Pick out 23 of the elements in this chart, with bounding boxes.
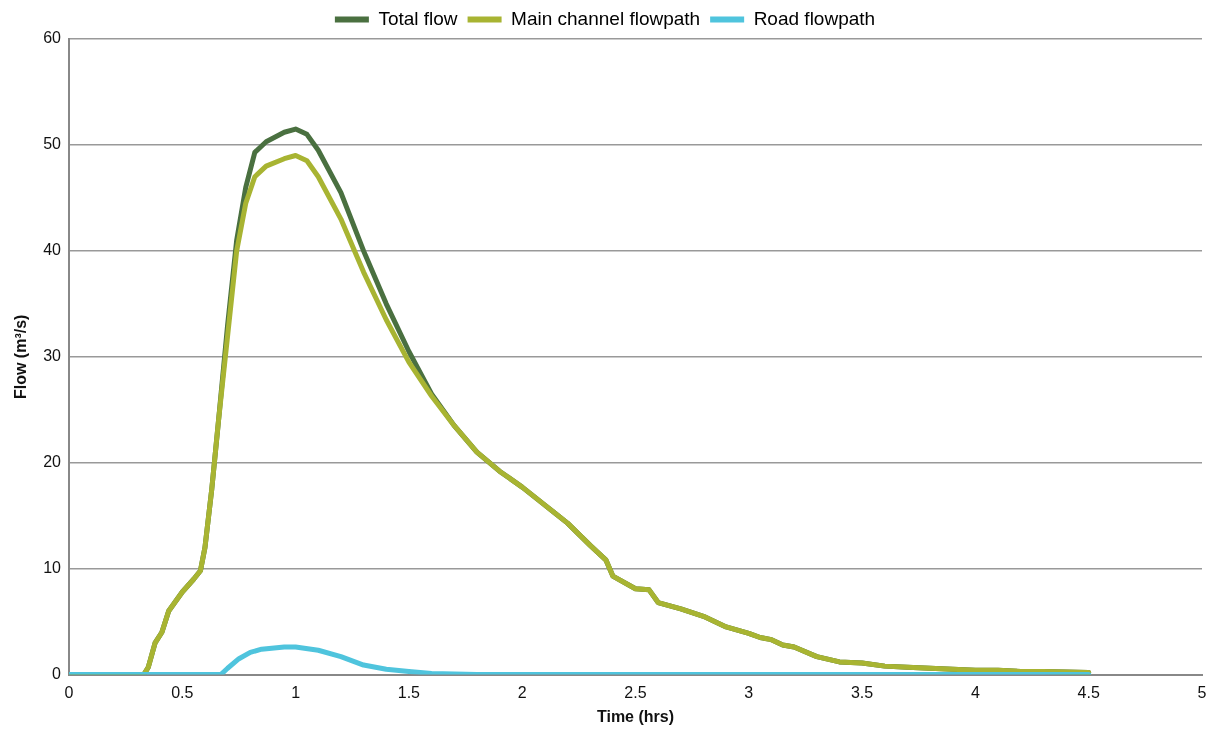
y-tick-label: 30 [43,347,62,365]
x-tick-label: 2 [517,683,527,701]
x-tick-label: 0 [64,683,74,701]
y-tick-label: 20 [43,453,62,471]
x-tick-label: 3.5 [850,683,874,701]
y-tick-label: 60 [43,29,62,47]
y-tick-label: 0 [52,665,62,683]
y-tick-label: 10 [43,559,62,577]
x-tick-label: 1 [291,683,301,701]
x-axis-title: Time (hrs) [596,707,675,725]
y-tick-label: 50 [43,135,62,153]
legend-label: Total flow [378,7,458,29]
x-tick-label: 3 [744,683,754,701]
x-tick-label: 1.5 [397,683,421,701]
y-axis-title: Flow (m³/s) [12,314,30,400]
x-tick-label: 4.5 [1077,683,1100,701]
legend-label: Main channel flowpath [511,7,701,29]
y-tick-label: 40 [43,241,62,259]
x-tick-label: 4 [970,683,980,701]
x-tick-label: 0.5 [171,683,194,701]
legend-label: Road flowpath [753,7,876,29]
x-tick-label: 2.5 [624,683,647,701]
x-tick-label: 5 [1197,683,1207,701]
